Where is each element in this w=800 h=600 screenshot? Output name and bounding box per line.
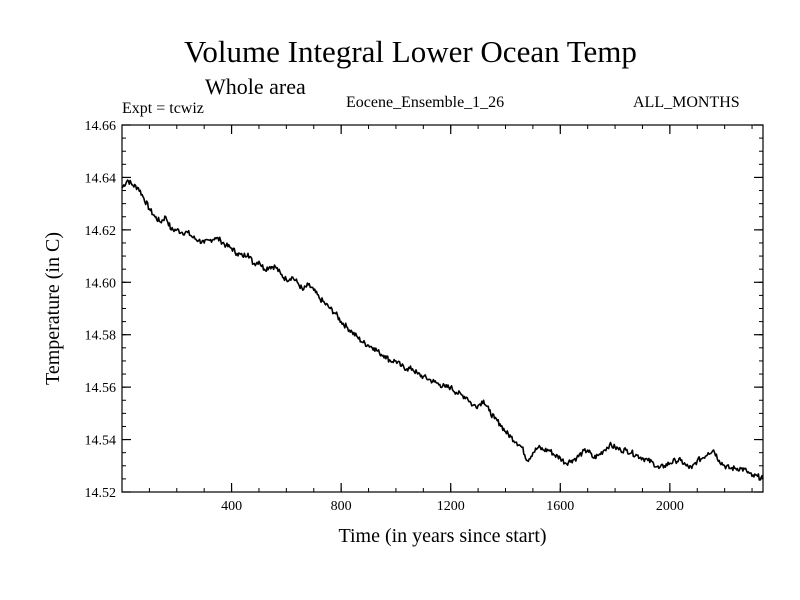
chart-subtitle: Whole area <box>205 74 306 99</box>
experiment-label: Expt = tcwiz <box>122 100 204 117</box>
y-tick-label: 14.62 <box>85 224 117 239</box>
minor-ticks <box>122 125 763 492</box>
months-label: ALL_MONTHS <box>633 94 740 111</box>
x-tick-label: 1200 <box>437 499 465 514</box>
y-tick-label: 14.60 <box>85 276 117 291</box>
chart-title: Volume Integral Lower Ocean Temp <box>184 34 637 69</box>
y-tick-label: 14.58 <box>85 329 117 344</box>
y-tick-label: 14.64 <box>85 171 117 186</box>
x-tick-label: 1600 <box>546 499 574 514</box>
series-line <box>121 179 764 481</box>
y-axis-title: Temperature (in C) <box>42 232 64 385</box>
ensemble-label: Eocene_Ensemble_1_26 <box>346 94 505 111</box>
y-tick-label: 14.66 <box>85 119 117 134</box>
y-tick-label: 14.52 <box>85 486 117 501</box>
x-tick-label: 400 <box>221 499 242 514</box>
x-axis-title: Time (in years since start) <box>338 525 546 547</box>
tick-labels: 400 800 1200 1600 2000 14.52 14.54 14.56 14.58 14… <box>85 119 684 514</box>
plot-frame <box>121 124 764 493</box>
y-tick-label: 14.54 <box>85 434 117 449</box>
major-ticks <box>122 124 763 493</box>
y-tick-label: 14.56 <box>85 381 117 396</box>
x-tick-label: 800 <box>331 499 352 514</box>
x-tick-label: 2000 <box>656 499 684 514</box>
